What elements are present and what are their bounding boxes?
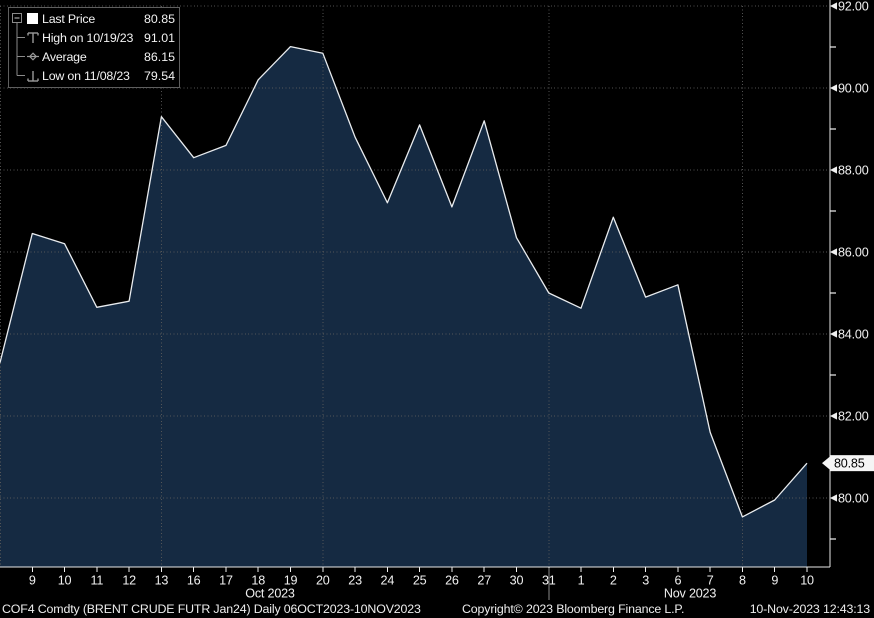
- legend-label: High on 10/19/23: [42, 30, 134, 45]
- legend-expand-icon[interactable]: [12, 9, 26, 28]
- x-tick-label-11/10/23: 10: [800, 574, 814, 588]
- price-line[interactable]: [0, 45, 808, 518]
- legend-value: 80.85: [143, 11, 175, 26]
- x-tick-label-11/02/23: 2: [610, 574, 617, 588]
- copyright-text: Copyright© 2023 Bloomberg Finance L.P.: [462, 602, 685, 616]
- x-tick-label-10/19/23: 19: [284, 574, 298, 588]
- legend-label: Average: [42, 49, 87, 64]
- y-tick-label-92: 92.00: [838, 0, 869, 13]
- x-tick-label-10/16/23: 16: [187, 574, 201, 588]
- x-tick-label-11/03/23: 3: [642, 574, 649, 588]
- legend-value: 86.15: [143, 49, 175, 64]
- tree-branch-icon: [12, 28, 26, 47]
- x-tick-label-11/06/23: 6: [674, 574, 681, 588]
- y-tick-arrow-80: [830, 494, 837, 502]
- y-tick-arrow-90: [830, 84, 837, 92]
- x-tick-label-11/07/23: 7: [707, 574, 714, 588]
- legend-row-high[interactable]: High on 10/19/23 91.01: [12, 28, 175, 47]
- x-tick-label-10/17/23: 17: [219, 574, 233, 588]
- x-tick-label-10/24/23: 24: [381, 574, 395, 588]
- tree-elbow-icon: [12, 66, 26, 85]
- last-price-badge-label: 80.85: [834, 456, 865, 470]
- price-area[interactable]: [0, 46, 807, 568]
- y-tick-label-86: 86.00: [838, 245, 869, 259]
- y-tick-label-90: 90.00: [838, 81, 869, 95]
- month-label-nov: Nov 2023: [664, 587, 717, 601]
- x-tick-label-10/20/23: 20: [316, 574, 330, 588]
- x-tick-label-11/08/23: 8: [739, 574, 746, 588]
- low-marker-icon: [26, 66, 42, 85]
- x-tick-label-10/09/23: 9: [29, 574, 36, 588]
- status-bar: COF4 Comdty (BRENT CRUDE FUTR Jan24) Dai…: [0, 600, 874, 618]
- legend-value: 79.54: [143, 68, 175, 83]
- y-tick-arrow-88: [830, 166, 837, 174]
- ticker-description: COF4 Comdty (BRENT CRUDE FUTR Jan24) Dai…: [2, 602, 421, 616]
- x-tick-label-10/25/23: 25: [413, 574, 427, 588]
- x-tick-label-10/13/23: 13: [155, 574, 169, 588]
- y-tick-label-82: 82.00: [838, 409, 869, 423]
- y-tick-label-88: 88.00: [838, 163, 869, 177]
- x-tick-label-11/09/23: 9: [771, 574, 778, 588]
- last-price-badge-arrow: [822, 455, 831, 471]
- x-tick-label-10/27/23: 27: [477, 574, 491, 588]
- x-tick-label-10/30/23: 30: [510, 574, 524, 588]
- line-swatch-icon: [26, 9, 42, 28]
- legend-value: 91.01: [143, 30, 175, 45]
- legend-row-average[interactable]: Average 86.15: [12, 47, 175, 66]
- timestamp: 10-Nov-2023 12:43:13: [749, 602, 870, 616]
- y-tick-arrow-86: [830, 248, 837, 256]
- tree-branch-icon: [12, 47, 26, 66]
- y-tick-arrow-92: [830, 2, 837, 10]
- legend-box: Last Price 80.85 High on 10/19/23 91.01: [8, 7, 180, 88]
- y-tick-label-80: 80.00: [838, 491, 869, 505]
- x-tick-label-10/10/23: 10: [58, 574, 72, 588]
- x-tick-label-10/26/23: 26: [445, 574, 459, 588]
- legend-label: Low on 11/08/23: [42, 68, 130, 83]
- y-tick-arrow-84: [830, 330, 837, 338]
- y-tick-arrow-82: [830, 412, 837, 420]
- month-label-oct: Oct 2023: [245, 587, 295, 601]
- legend-row-low[interactable]: Low on 11/08/23 79.54: [12, 66, 175, 85]
- x-tick-label-11/01/23: 1: [578, 574, 585, 588]
- legend-row-last-price[interactable]: Last Price 80.85: [12, 9, 175, 28]
- high-marker-icon: [26, 28, 42, 47]
- y-tick-label-84: 84.00: [838, 327, 869, 341]
- last-price-badge: [830, 455, 874, 472]
- average-marker-icon: [26, 47, 42, 66]
- x-tick-label-10/23/23: 23: [348, 574, 362, 588]
- x-tick-label-10/18/23: 18: [251, 574, 265, 588]
- x-tick-label-10/11/23: 11: [90, 574, 103, 588]
- legend-label: Last Price: [42, 11, 96, 26]
- x-tick-label-10/12/23: 12: [122, 574, 136, 588]
